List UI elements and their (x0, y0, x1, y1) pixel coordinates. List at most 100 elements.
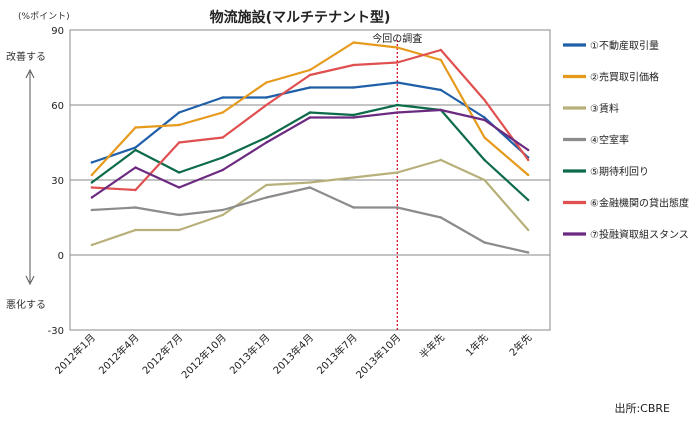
legend-label: ③賃料 (590, 102, 619, 115)
data-point (221, 96, 224, 99)
data-point (265, 103, 268, 107)
data-point (396, 206, 399, 209)
data-point (308, 181, 312, 184)
data-point (265, 136, 268, 139)
data-point (177, 111, 181, 114)
data-point (177, 171, 181, 174)
series-line-3 (91, 158, 530, 247)
legend-label: ④空室率 (590, 134, 629, 147)
data-point (177, 228, 181, 232)
data-point (352, 206, 355, 209)
current-survey-label: 今回の調査 (372, 32, 422, 45)
data-point (177, 186, 181, 189)
data-point (396, 61, 399, 64)
data-point (483, 178, 486, 182)
arrow-up-head (25, 68, 35, 79)
series-lines (90, 41, 530, 254)
y-tick-label: 90 (51, 26, 64, 37)
data-point (439, 88, 443, 92)
data-point (308, 68, 312, 72)
series-line-4 (91, 186, 529, 254)
data-point (308, 186, 312, 189)
data-point (483, 158, 486, 162)
data-point (352, 86, 355, 89)
data-point (90, 196, 94, 199)
data-point (308, 111, 312, 114)
arrow-down-head (25, 275, 35, 286)
data-point (177, 123, 181, 127)
data-point (134, 126, 137, 129)
data-point (265, 96, 268, 99)
data-point (265, 81, 268, 84)
direction-arrow-icon (25, 68, 35, 286)
data-point (352, 41, 355, 44)
data-point (90, 173, 94, 177)
data-point (396, 171, 399, 174)
data-point (526, 228, 530, 232)
x-tick-label: 2013年10月 (353, 331, 403, 381)
data-point (483, 241, 486, 244)
data-point (352, 113, 355, 117)
data-point (439, 216, 443, 219)
data-point (265, 141, 268, 144)
data-point (221, 213, 224, 217)
x-tick-label: 2012年10月 (179, 331, 229, 381)
data-point (308, 116, 312, 119)
y-axis-ticks: -30 0 30 60 90 (48, 26, 64, 337)
chart-title: 物流施設(マルチテナント型) (210, 9, 391, 26)
current-survey-marker: 今回の調査 (372, 32, 422, 330)
data-point (526, 148, 530, 152)
y-tick-label: 60 (51, 101, 64, 112)
data-point (90, 208, 94, 212)
data-point (483, 118, 486, 122)
data-point (134, 166, 137, 169)
data-point (483, 136, 486, 139)
data-point (177, 213, 181, 217)
x-tick-label: 2013年4月 (270, 331, 316, 377)
data-point (265, 196, 268, 199)
data-point (483, 116, 486, 119)
series-line-2 (90, 41, 529, 176)
data-point (90, 186, 94, 189)
data-point (352, 176, 355, 179)
x-tick-label: 2012年7月 (139, 331, 185, 377)
x-tick-label: 半年先 (417, 331, 447, 361)
y-axis-unit: (%ポイント) (18, 11, 70, 22)
y-tick-label: 0 (58, 251, 64, 262)
legend-label: ①不動産取引量 (590, 39, 659, 52)
data-point (134, 146, 137, 149)
data-point (526, 198, 530, 202)
data-point (177, 141, 181, 144)
improve-label: 改善する (6, 50, 46, 63)
data-point (352, 116, 355, 119)
data-point (90, 161, 94, 164)
series-line-1 (91, 81, 529, 164)
data-point (265, 183, 268, 187)
series-line-5 (91, 103, 529, 201)
data-point (439, 48, 443, 52)
data-point (221, 156, 224, 159)
x-tick-label: 2013年1月 (227, 331, 273, 377)
data-point (526, 173, 530, 177)
legend-label: ⑥金融機関の貸出態度 (590, 197, 689, 210)
data-point (396, 46, 399, 49)
data-point (526, 251, 530, 254)
legend: ①不動産取引量 ②売買取引価格 ③賃料 ④空室率 ⑤期待利回り ⑥金融機関の貸出態度 ⑦投融… (563, 39, 689, 241)
y-tick-label: -30 (48, 326, 64, 337)
data-point (396, 81, 399, 84)
data-point (396, 103, 399, 107)
data-point (439, 108, 443, 112)
worsen-label: 悪化する (6, 298, 46, 311)
data-point (221, 136, 224, 139)
legend-label: ⑦投融資取組スタンス (590, 228, 689, 241)
data-point (221, 168, 224, 172)
data-point (134, 206, 137, 209)
data-point (134, 228, 137, 232)
x-tick-label: 1年先 (463, 331, 491, 359)
legend-label: ②売買取引価格 (590, 71, 659, 84)
x-tick-label: 2013年7月 (314, 331, 360, 377)
x-tick-label: 2年先 (506, 331, 534, 359)
